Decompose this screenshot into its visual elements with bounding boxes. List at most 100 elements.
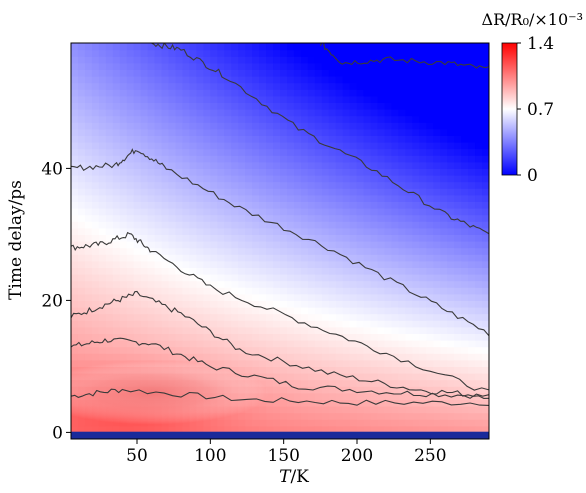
heatmap-cell xyxy=(433,366,441,374)
heatmap-cell xyxy=(461,115,469,123)
heatmap-cell xyxy=(426,406,434,414)
heatmap-cell xyxy=(482,300,489,308)
heatmap-cell xyxy=(412,326,420,334)
heatmap-cell xyxy=(419,128,427,136)
heatmap-cell xyxy=(126,313,135,321)
heatmap-cell xyxy=(84,234,93,242)
heatmap-cell xyxy=(321,359,330,367)
heatmap-cell xyxy=(461,241,469,249)
heatmap-cell xyxy=(210,326,218,334)
heatmap-cell xyxy=(314,175,323,183)
contour-line xyxy=(151,43,489,235)
heatmap-cell xyxy=(405,135,413,143)
heatmap-cell xyxy=(84,227,93,235)
heatmap-cell xyxy=(161,201,170,209)
heatmap-cell xyxy=(168,227,177,235)
heatmap-cell xyxy=(196,300,204,308)
heatmap-cell xyxy=(307,406,316,414)
heatmap-cell xyxy=(119,241,128,249)
heatmap-cell xyxy=(475,76,483,84)
heatmap-cell xyxy=(231,267,239,275)
heatmap-cell xyxy=(189,155,197,163)
heatmap-cell xyxy=(266,412,274,420)
heatmap-cell xyxy=(126,353,135,361)
heatmap-cell xyxy=(168,102,177,110)
heatmap-cell xyxy=(363,241,372,249)
heatmap-cell xyxy=(363,287,372,295)
heatmap-cell xyxy=(280,181,288,189)
heatmap-cell xyxy=(482,194,489,202)
heatmap-cell xyxy=(112,425,121,433)
heatmap-cell xyxy=(286,109,295,117)
heatmap-cell xyxy=(133,89,142,97)
heatmap-cell xyxy=(196,76,204,84)
heatmap-cell xyxy=(252,326,260,334)
heatmap-cell xyxy=(314,102,323,110)
heatmap-cell xyxy=(252,49,260,57)
heatmap-cell xyxy=(391,425,400,433)
heatmap-cell xyxy=(154,201,163,209)
heatmap-cell xyxy=(105,313,114,321)
heatmap-cell xyxy=(210,353,218,361)
heatmap-cell xyxy=(161,346,170,354)
heatmap-cell xyxy=(280,115,288,123)
heatmap-cell xyxy=(238,274,246,282)
heatmap-cell xyxy=(105,148,114,156)
heatmap-cell xyxy=(245,188,253,196)
heatmap-cell xyxy=(238,208,246,216)
heatmap-cell xyxy=(440,287,448,295)
heatmap-cell xyxy=(314,181,323,189)
heatmap-cell xyxy=(426,274,434,282)
heatmap-cell xyxy=(280,379,288,387)
heatmap-cell xyxy=(447,148,455,156)
heatmap-cell xyxy=(119,155,128,163)
heatmap-cell xyxy=(105,56,114,64)
heatmap-cell xyxy=(168,313,177,321)
heatmap-cell xyxy=(210,346,218,354)
heatmap-cell xyxy=(412,155,420,163)
heatmap-cell xyxy=(384,353,393,361)
heatmap-cell xyxy=(259,346,267,354)
heatmap-cell xyxy=(273,280,281,288)
heatmap-cell xyxy=(300,175,309,183)
heatmap-cell xyxy=(349,425,358,433)
heatmap-cell xyxy=(426,254,434,262)
heatmap-cell xyxy=(133,320,142,328)
heatmap-cell xyxy=(84,320,93,328)
heatmap-cell xyxy=(461,109,469,117)
heatmap-cell xyxy=(307,56,316,64)
heatmap-cell xyxy=(133,95,142,103)
heatmap-cell xyxy=(482,373,489,381)
heatmap-cell xyxy=(126,326,135,334)
heatmap-cell xyxy=(461,399,469,407)
heatmap-cell xyxy=(328,419,337,427)
heatmap-cell xyxy=(119,214,128,222)
heatmap-cell xyxy=(71,76,79,84)
heatmap-cell xyxy=(293,168,302,176)
heatmap-cell xyxy=(133,227,142,235)
heatmap-cell xyxy=(119,227,128,235)
heatmap-cell xyxy=(286,406,295,414)
heatmap-cell xyxy=(217,155,225,163)
heatmap-cell xyxy=(328,412,337,420)
heatmap-cell xyxy=(147,333,156,341)
heatmap-cell xyxy=(433,221,441,229)
heatmap-cell xyxy=(71,214,79,222)
heatmap-cell xyxy=(245,161,253,169)
heatmap-cell xyxy=(433,313,441,321)
heatmap-cell xyxy=(475,49,483,57)
heatmap-cell xyxy=(245,267,253,275)
heatmap-cell xyxy=(426,267,434,275)
heatmap-cell xyxy=(370,320,379,328)
heatmap-cell xyxy=(426,43,434,51)
heatmap-cell xyxy=(412,62,420,70)
heatmap-cell xyxy=(405,161,413,169)
heatmap-cell xyxy=(328,168,337,176)
heatmap-cell xyxy=(224,208,232,216)
heatmap-cell xyxy=(238,194,246,202)
heatmap-cell xyxy=(384,115,393,123)
heatmap-cell xyxy=(335,95,344,103)
heatmap-cell xyxy=(349,412,358,420)
heatmap-cell xyxy=(252,62,260,70)
